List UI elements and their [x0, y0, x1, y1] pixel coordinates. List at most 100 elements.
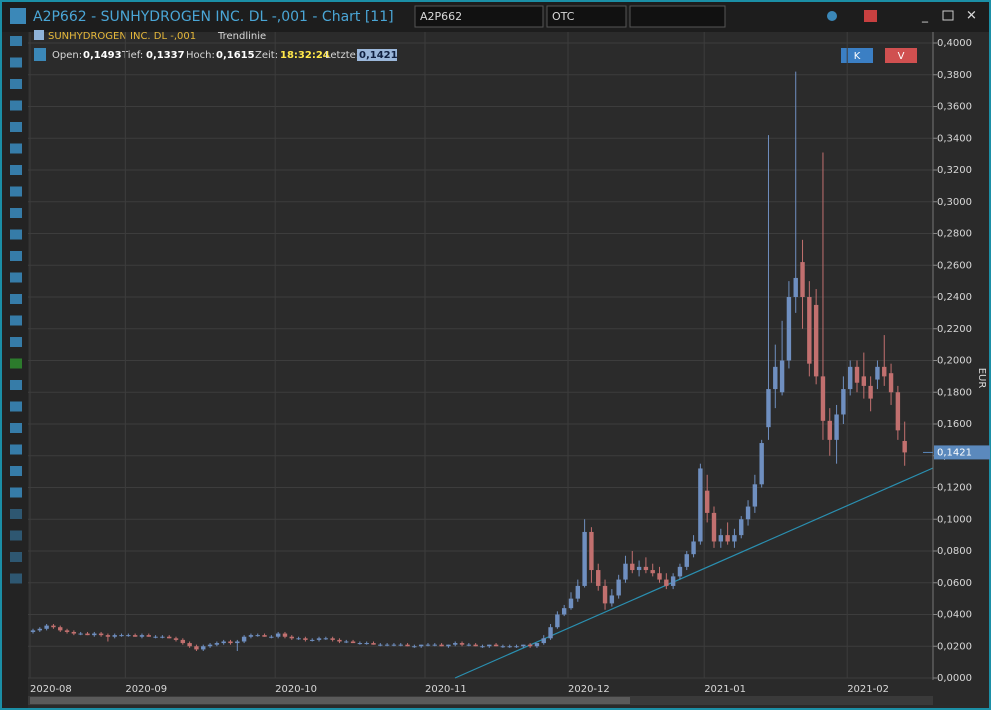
- candle-body: [650, 570, 655, 574]
- y-axis-label: EUR: [976, 368, 987, 389]
- candle-body: [310, 639, 315, 641]
- close[interactable]: ✕: [966, 9, 977, 24]
- y-tick-label: 0,1200: [937, 483, 972, 494]
- candle-body: [834, 414, 839, 440]
- buy-button[interactable]: [841, 48, 873, 63]
- sell-label: V: [898, 51, 905, 62]
- candle-body: [766, 389, 771, 428]
- tool-icon: [10, 165, 22, 175]
- y-tick-label: 0,0000: [937, 673, 972, 684]
- candle-body: [207, 644, 213, 647]
- candle-body: [241, 636, 247, 642]
- candle-body: [58, 627, 63, 631]
- candle-body: [868, 385, 873, 399]
- y-tick-label: 0,1600: [937, 419, 972, 430]
- last-value: 0,1421: [359, 50, 398, 61]
- candle-body: [521, 644, 526, 647]
- candle-body: [466, 644, 472, 646]
- x-tick-label: 2020-12: [568, 684, 610, 695]
- legend-swatch: [34, 30, 44, 40]
- candle-body: [473, 644, 478, 647]
- candle-body: [71, 631, 77, 634]
- candle-body: [92, 633, 97, 636]
- candle-body: [827, 420, 832, 440]
- tool-icon: [10, 36, 22, 46]
- candle-body: [446, 644, 451, 647]
- symbol-input[interactable]: [414, 5, 544, 28]
- y-tick-label: 0,2800: [937, 229, 972, 240]
- candle-body: [643, 566, 649, 571]
- tool-icon: [10, 100, 22, 111]
- candle-body: [173, 638, 179, 640]
- candle-body: [575, 585, 580, 599]
- candle-body: [221, 641, 226, 644]
- candle-body: [255, 635, 260, 637]
- y-tick-label: 0,2600: [937, 260, 972, 271]
- candle-body: [371, 643, 376, 645]
- candle-body: [739, 519, 744, 536]
- candle-body: [630, 563, 635, 571]
- buy-label: K: [854, 51, 861, 62]
- candle-body: [126, 635, 131, 637]
- y-tick-label: 0,3600: [937, 102, 972, 113]
- candle-body: [541, 638, 546, 644]
- sell-button[interactable]: [885, 48, 917, 63]
- candle-body: [405, 644, 410, 647]
- exchange-select[interactable]: [546, 5, 627, 28]
- candle-body: [350, 641, 356, 644]
- candle-body: [711, 512, 717, 542]
- tool-icon: [10, 315, 22, 326]
- x-tick-label: 2021-01: [704, 684, 746, 695]
- candle-body: [105, 635, 111, 637]
- candle-body: [718, 535, 724, 542]
- candle-body: [582, 531, 587, 586]
- scroll-thumb[interactable]: [30, 697, 630, 704]
- candle-body: [139, 635, 145, 637]
- candle-body: [548, 627, 553, 639]
- candle-body: [78, 633, 83, 635]
- y-tick-label: 0,3200: [937, 165, 972, 176]
- y-tick-label: 0,2000: [937, 356, 972, 367]
- candle-body: [412, 646, 417, 648]
- candle-body: [262, 635, 267, 637]
- alert-button[interactable]: [864, 10, 877, 22]
- date-input[interactable]: [629, 5, 726, 28]
- low-value: 0,1337: [146, 50, 185, 61]
- candle-body: [596, 570, 601, 586]
- candle-body: [670, 576, 676, 586]
- candle-body: [493, 644, 499, 647]
- candle-body: [337, 639, 342, 642]
- candle-body: [132, 635, 138, 637]
- open-value: 0,1493: [83, 50, 122, 61]
- candle-body: [895, 392, 901, 431]
- tool-icon: [10, 509, 22, 519]
- candle-body: [201, 646, 206, 650]
- candle-body: [691, 541, 696, 555]
- tool-icon: [10, 143, 22, 154]
- tool-icon: [10, 186, 22, 197]
- last-box: [357, 49, 397, 61]
- candle-body: [269, 636, 274, 638]
- last-price-tag: [934, 445, 990, 460]
- y-tick-label: 0,2200: [937, 324, 972, 335]
- time-label: Zeit:: [255, 50, 278, 61]
- candle-body: [561, 608, 567, 615]
- x-tick-label: 2020-08: [30, 684, 72, 695]
- candle-body: [888, 373, 894, 393]
- minimize[interactable]: _: [921, 9, 929, 23]
- view-button[interactable]: [827, 11, 837, 21]
- candle-body: [589, 531, 594, 571]
- tool-icon: [10, 229, 22, 240]
- candle-body: [459, 643, 465, 645]
- candle-body: [602, 585, 608, 604]
- candle-body: [657, 573, 662, 580]
- tool-icon: [10, 401, 22, 412]
- maximize[interactable]: [942, 10, 954, 21]
- candle-body: [664, 579, 669, 586]
- info-icon: [34, 48, 46, 61]
- tool-icon: [10, 251, 22, 261]
- candle-body: [180, 639, 186, 644]
- candle-body: [289, 636, 294, 639]
